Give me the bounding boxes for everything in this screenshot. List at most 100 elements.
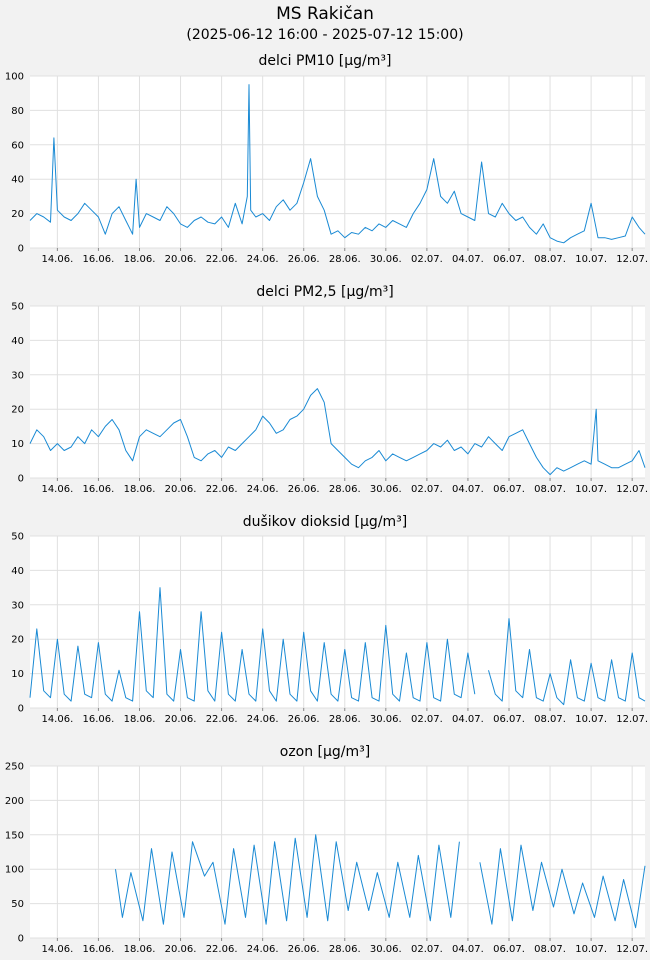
x-tick-label: 10.07. [575, 254, 607, 265]
y-tick-label: 250 [5, 762, 24, 773]
plot-area [30, 306, 645, 478]
x-tick-label: 12.07. [616, 714, 648, 725]
x-tick-label: 14.06. [41, 254, 73, 265]
x-tick-label: 26.06. [288, 254, 320, 265]
x-tick-label: 30.06. [370, 944, 402, 955]
period-subtitle: (2025-06-12 16:00 - 2025-07-12 15:00) [186, 27, 464, 43]
x-tick-label: 04.07. [452, 484, 484, 495]
x-tick-label: 28.06. [329, 254, 361, 265]
series-line-0 [29, 84, 646, 244]
y-tick-label: 0 [18, 244, 24, 255]
x-tick-label: 24.06. [247, 944, 279, 955]
y-tick-label: 40 [11, 566, 24, 577]
y-tick-label: 40 [11, 175, 24, 186]
x-tick-label: 08.07. [534, 254, 566, 265]
x-tick-label: 20.06. [165, 944, 197, 955]
x-tick-label: 08.07. [534, 944, 566, 955]
x-tick-label: 12.07. [616, 254, 648, 265]
series-line-0 [29, 388, 646, 476]
x-tick-label: 18.06. [124, 254, 156, 265]
x-tick-label: 20.06. [165, 484, 197, 495]
y-tick-label: 0 [18, 474, 24, 485]
y-tick-label: 50 [11, 532, 24, 543]
x-tick-label: 14.06. [41, 714, 73, 725]
x-tick-label: 22.06. [206, 254, 238, 265]
plot-area [30, 76, 645, 248]
x-tick-label: 24.06. [247, 714, 279, 725]
series-line-0 [115, 834, 646, 929]
x-tick-label: 16.06. [83, 714, 115, 725]
x-tick-label: 02.07. [411, 714, 443, 725]
x-tick-label: 04.07. [452, 944, 484, 955]
x-tick-label: 02.07. [411, 484, 443, 495]
x-tick-label: 04.07. [452, 714, 484, 725]
y-tick-label: 40 [11, 336, 24, 347]
x-tick-label: 10.07. [575, 484, 607, 495]
page-title: MS Rakičan [276, 4, 374, 24]
y-tick-label: 20 [11, 405, 24, 416]
y-tick-label: 100 [5, 72, 24, 83]
y-tick-label: 60 [11, 140, 24, 151]
x-tick-label: 22.06. [206, 714, 238, 725]
x-tick-label: 16.06. [83, 944, 115, 955]
chart-title: delci PM2,5 [µg/m³] [256, 284, 393, 300]
x-tick-label: 24.06. [247, 254, 279, 265]
x-tick-label: 18.06. [124, 944, 156, 955]
y-tick-label: 30 [11, 370, 24, 381]
x-tick-label: 08.07. [534, 484, 566, 495]
y-tick-label: 0 [18, 934, 24, 945]
x-tick-label: 02.07. [411, 254, 443, 265]
x-tick-label: 20.06. [165, 714, 197, 725]
x-tick-label: 14.06. [41, 944, 73, 955]
x-tick-label: 30.06. [370, 714, 402, 725]
x-tick-label: 22.06. [206, 944, 238, 955]
y-tick-label: 150 [5, 830, 24, 841]
y-tick-label: 10 [11, 439, 24, 450]
y-tick-label: 30 [11, 600, 24, 611]
chart-0: delci PM10 [µg/m³] 0 20 40 60 80 100 14.06. 16.0… [5, 53, 648, 265]
x-tick-label: 20.06. [165, 254, 197, 265]
chart-3: ozon [µg/m³] 0 50 100 150 200 250 14.06. 16.06. 1… [5, 744, 648, 955]
x-tick-label: 26.06. [288, 484, 320, 495]
x-tick-label: 26.06. [288, 714, 320, 725]
chart-1: delci PM2,5 [µg/m³] 0 10 20 30 40 50 14.06. 16.0… [11, 284, 648, 495]
x-tick-label: 16.06. [83, 484, 115, 495]
y-tick-label: 0 [18, 704, 24, 715]
x-tick-label: 06.07. [493, 484, 525, 495]
x-tick-label: 08.07. [534, 714, 566, 725]
x-tick-label: 24.06. [247, 484, 279, 495]
x-tick-label: 02.07. [411, 944, 443, 955]
y-tick-label: 20 [11, 635, 24, 646]
x-tick-label: 10.07. [575, 944, 607, 955]
x-tick-label: 22.06. [206, 484, 238, 495]
x-tick-label: 06.07. [493, 254, 525, 265]
x-tick-label: 18.06. [124, 714, 156, 725]
x-tick-label: 04.07. [452, 254, 484, 265]
y-tick-label: 50 [11, 899, 24, 910]
x-tick-label: 06.07. [493, 714, 525, 725]
y-tick-label: 50 [11, 302, 24, 313]
y-tick-label: 20 [11, 209, 24, 220]
x-tick-label: 12.07. [616, 944, 648, 955]
chart-2: dušikov dioksid [µg/m³] 0 10 20 30 40 50 14.06.… [11, 514, 648, 725]
chart-title: dušikov dioksid [µg/m³] [243, 514, 408, 530]
x-tick-label: 28.06. [329, 714, 361, 725]
x-tick-label: 28.06. [329, 484, 361, 495]
x-tick-label: 30.06. [370, 254, 402, 265]
series-line-0 [29, 587, 646, 706]
chart-title: delci PM10 [µg/m³] [259, 53, 392, 69]
y-tick-label: 80 [11, 106, 24, 117]
x-tick-label: 18.06. [124, 484, 156, 495]
x-tick-label: 12.07. [616, 484, 648, 495]
y-tick-label: 100 [5, 865, 24, 876]
x-tick-label: 28.06. [329, 944, 361, 955]
plot-area [30, 536, 645, 708]
x-tick-label: 06.07. [493, 944, 525, 955]
x-tick-label: 16.06. [83, 254, 115, 265]
x-tick-label: 26.06. [288, 944, 320, 955]
x-tick-label: 10.07. [575, 714, 607, 725]
x-tick-label: 14.06. [41, 484, 73, 495]
y-tick-label: 200 [5, 796, 24, 807]
y-tick-label: 10 [11, 669, 24, 680]
